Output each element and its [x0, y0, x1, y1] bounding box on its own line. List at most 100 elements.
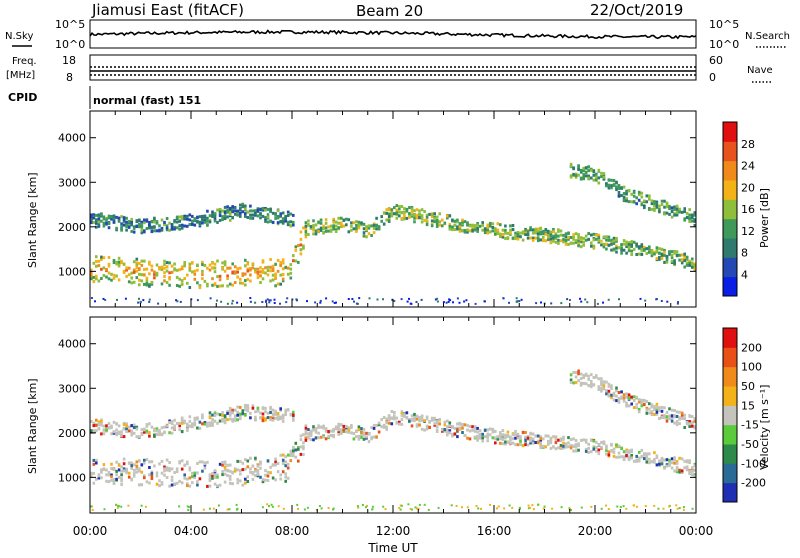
echo-cell — [297, 260, 300, 264]
echo-cell — [178, 284, 181, 288]
echo-cell — [90, 474, 93, 478]
echo-cell — [673, 207, 676, 211]
echo-cell — [223, 472, 227, 476]
echo-cell — [239, 405, 242, 409]
echo-cell — [441, 218, 444, 222]
echo-cell — [213, 283, 217, 287]
echo-cell — [637, 408, 641, 411]
echo-cell — [304, 230, 308, 234]
echo-cell — [625, 401, 628, 405]
echo-cell — [660, 300, 663, 302]
echo-cell — [163, 469, 166, 473]
echo-cell — [380, 215, 383, 219]
echo-cell — [95, 213, 98, 217]
echo-cell — [425, 223, 429, 227]
echo-cell — [264, 406, 267, 410]
echo-cell — [110, 478, 113, 482]
colorbar-tick-label: 100 — [741, 361, 762, 374]
echo-cell — [130, 464, 133, 468]
echo-cell — [193, 218, 197, 222]
echo-cell — [630, 200, 633, 204]
echo-cell — [602, 380, 606, 384]
echo-cell — [132, 474, 136, 478]
echo-cell — [211, 474, 214, 478]
echo-cell — [430, 219, 434, 223]
echo-cell — [617, 400, 621, 404]
echo-cell — [592, 232, 596, 236]
echo-cell — [596, 302, 599, 305]
echo-cell — [547, 233, 550, 237]
echo-cell — [103, 508, 106, 511]
echo-cell — [155, 471, 159, 475]
echo-cell — [451, 425, 454, 429]
echo-cell — [180, 481, 184, 485]
echo-cell — [443, 420, 447, 424]
echo-cell — [198, 477, 202, 481]
echo-cell — [168, 461, 171, 464]
echo-cell — [213, 262, 217, 266]
echo-cell — [534, 231, 537, 235]
echo-cell — [160, 459, 164, 463]
echo-cell — [264, 207, 267, 210]
echo-cell — [92, 471, 96, 475]
echo-cell — [625, 507, 628, 510]
echo-cell — [400, 412, 404, 415]
echo-cell — [127, 475, 131, 479]
echo-cell — [506, 440, 510, 444]
colorbar-frame — [722, 327, 738, 503]
echo-cell — [148, 272, 151, 276]
echo-cell — [605, 242, 608, 246]
echo-cell — [420, 216, 424, 220]
echo-cell — [223, 465, 227, 469]
echo-cell — [574, 232, 578, 236]
echo-cell — [476, 222, 479, 225]
echo-cell — [165, 261, 169, 265]
echo-cell — [244, 204, 247, 208]
echo-cell — [196, 471, 199, 475]
echo-cell — [218, 210, 222, 214]
echo-cell — [158, 433, 161, 437]
echo-cell — [329, 229, 333, 233]
echo-cell — [170, 270, 174, 274]
echo-cell — [569, 378, 573, 382]
echo-cell — [537, 503, 540, 506]
echo-cell — [448, 223, 452, 227]
echo-cell — [476, 438, 479, 442]
echo-cell — [110, 432, 113, 436]
echo-cell — [135, 276, 139, 280]
echo-cell — [660, 257, 664, 260]
echo-cell — [483, 300, 486, 303]
echo-cell — [95, 221, 98, 225]
echo-cell — [122, 469, 126, 473]
echo-cell — [130, 461, 133, 465]
echo-cell — [572, 166, 575, 170]
echo-cell — [266, 220, 270, 224]
echo-cell — [208, 268, 212, 272]
echo-cell — [633, 504, 635, 507]
echo-cell — [153, 272, 156, 276]
echo-cell — [274, 272, 277, 276]
y-tick-label: 1000 — [58, 265, 86, 278]
echo-cell — [569, 373, 573, 377]
echo-cell — [446, 425, 449, 429]
echo-cell — [675, 410, 679, 414]
echo-cell — [615, 250, 618, 254]
echo-cell — [130, 217, 133, 221]
echo-cell — [347, 426, 351, 430]
echo-cell — [405, 411, 409, 415]
echo-cell — [658, 210, 661, 213]
echo-cell — [304, 438, 308, 442]
echo-cell — [155, 263, 159, 267]
echo-cell — [249, 297, 252, 299]
echo-cell — [635, 196, 638, 200]
echo-cell — [236, 459, 239, 463]
echo-cell — [90, 419, 93, 423]
echo-cell — [675, 210, 679, 214]
echo-cell — [104, 299, 107, 301]
echo-cell — [198, 284, 202, 288]
echo-cell — [216, 412, 219, 416]
echo-cell — [562, 446, 565, 450]
echo-cell — [165, 269, 169, 273]
echo-cell — [468, 429, 472, 433]
